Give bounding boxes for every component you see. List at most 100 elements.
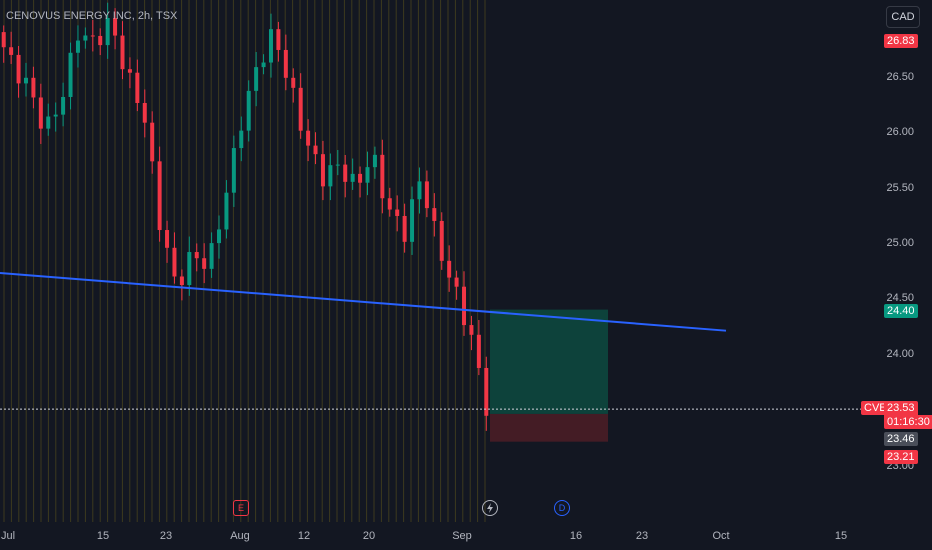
candle-body bbox=[209, 243, 214, 269]
candle-body bbox=[127, 69, 132, 73]
candle-body bbox=[61, 96, 66, 115]
candle-body bbox=[254, 67, 259, 91]
candle-body bbox=[320, 154, 325, 187]
candle-body bbox=[432, 208, 437, 221]
loss-zone bbox=[490, 413, 608, 442]
candle-body bbox=[75, 40, 80, 53]
candle-body bbox=[90, 35, 95, 37]
candle-body bbox=[358, 173, 363, 183]
price-tick: 26.50 bbox=[886, 71, 914, 83]
candle-body bbox=[387, 198, 392, 210]
price-tick: 26.00 bbox=[886, 126, 914, 138]
stop-price-badge: 23.21 bbox=[884, 450, 918, 464]
candle-body bbox=[313, 145, 318, 155]
candles bbox=[1, 2, 489, 431]
candle-body bbox=[372, 154, 377, 168]
candle-body bbox=[150, 122, 155, 162]
time-tick: Sep bbox=[452, 530, 472, 542]
candle-body bbox=[135, 72, 140, 103]
profit-zone bbox=[490, 309, 608, 414]
candle-body bbox=[439, 220, 444, 261]
candle-body bbox=[217, 229, 222, 244]
candle-body bbox=[268, 29, 273, 63]
candle-body bbox=[298, 87, 303, 131]
currency-button[interactable]: CAD bbox=[886, 6, 920, 28]
candle-body bbox=[469, 325, 474, 335]
candle-body bbox=[231, 148, 236, 193]
time-tick: 12 bbox=[297, 530, 311, 542]
candle-body bbox=[165, 230, 170, 248]
candle-body bbox=[291, 77, 296, 88]
candle-body bbox=[202, 258, 207, 269]
dividend-icon[interactable]: D bbox=[554, 500, 570, 516]
trendline bbox=[0, 271, 727, 332]
candle-body bbox=[335, 164, 340, 166]
candle-body bbox=[476, 334, 481, 368]
candle-body bbox=[261, 62, 266, 68]
lightning-icon[interactable] bbox=[482, 500, 498, 516]
candle-body bbox=[23, 77, 28, 84]
candle-body bbox=[447, 260, 452, 278]
time-tick: Aug bbox=[230, 530, 250, 542]
candle-body bbox=[157, 161, 162, 231]
time-tick: Jul bbox=[0, 530, 16, 542]
countdown-badge: 01:16:30 bbox=[884, 415, 932, 429]
candle-body bbox=[306, 130, 311, 146]
candle-body bbox=[83, 35, 88, 41]
price-tick: 25.00 bbox=[886, 237, 914, 249]
candle-body bbox=[365, 167, 370, 183]
candle-body bbox=[16, 54, 21, 84]
candle-body bbox=[350, 173, 355, 182]
high-price-badge: 26.83 bbox=[884, 34, 918, 48]
time-tick: 15 bbox=[834, 530, 848, 542]
time-tick: 23 bbox=[159, 530, 173, 542]
candle-body bbox=[454, 277, 459, 287]
candle-body bbox=[417, 181, 422, 200]
candle-body bbox=[98, 35, 103, 46]
price-tick: 24.50 bbox=[886, 292, 914, 304]
time-tick: 16 bbox=[569, 530, 583, 542]
candle-body bbox=[410, 199, 415, 242]
candle-body bbox=[187, 252, 192, 286]
time-tick: 15 bbox=[96, 530, 110, 542]
last-price-badge: 23.53 bbox=[884, 401, 918, 415]
candle-body bbox=[380, 154, 385, 199]
candle-body bbox=[194, 252, 199, 259]
candle-body bbox=[424, 181, 429, 209]
candle-body bbox=[395, 209, 400, 216]
candle-body bbox=[246, 90, 251, 131]
candle-body bbox=[224, 192, 229, 230]
candle-body bbox=[239, 130, 244, 149]
candle-body bbox=[172, 247, 177, 277]
candle-body bbox=[283, 49, 288, 78]
candle-body bbox=[68, 52, 73, 97]
candle-body bbox=[276, 29, 281, 50]
candle-body bbox=[46, 116, 51, 129]
symbol-badge[interactable]: CVE bbox=[861, 401, 890, 415]
candle-body bbox=[484, 367, 489, 416]
earnings-icon[interactable]: E bbox=[233, 500, 249, 516]
candle-body bbox=[105, 17, 110, 46]
candle-body bbox=[113, 17, 118, 36]
candle-body bbox=[120, 35, 125, 70]
candle-body bbox=[462, 286, 467, 326]
target-price-badge: 24.40 bbox=[884, 304, 918, 318]
candle-body bbox=[38, 97, 43, 129]
candle-body bbox=[402, 215, 407, 242]
candle-body bbox=[9, 47, 14, 55]
candle-body bbox=[343, 164, 348, 182]
symbol-title[interactable]: CENOVUS ENERGY INC, 2h, TSX bbox=[6, 10, 178, 22]
price-tick: 24.00 bbox=[886, 348, 914, 360]
candle-body bbox=[179, 276, 184, 286]
candle-body bbox=[1, 32, 6, 48]
price-tick: 25.50 bbox=[886, 182, 914, 194]
candle-body bbox=[142, 102, 147, 123]
time-tick: 23 bbox=[635, 530, 649, 542]
time-tick: Oct bbox=[712, 530, 730, 542]
candle-body bbox=[328, 165, 333, 187]
time-tick: 20 bbox=[362, 530, 376, 542]
candle-body bbox=[31, 77, 36, 98]
session-separators bbox=[3, 0, 486, 522]
candle-body bbox=[53, 114, 58, 117]
